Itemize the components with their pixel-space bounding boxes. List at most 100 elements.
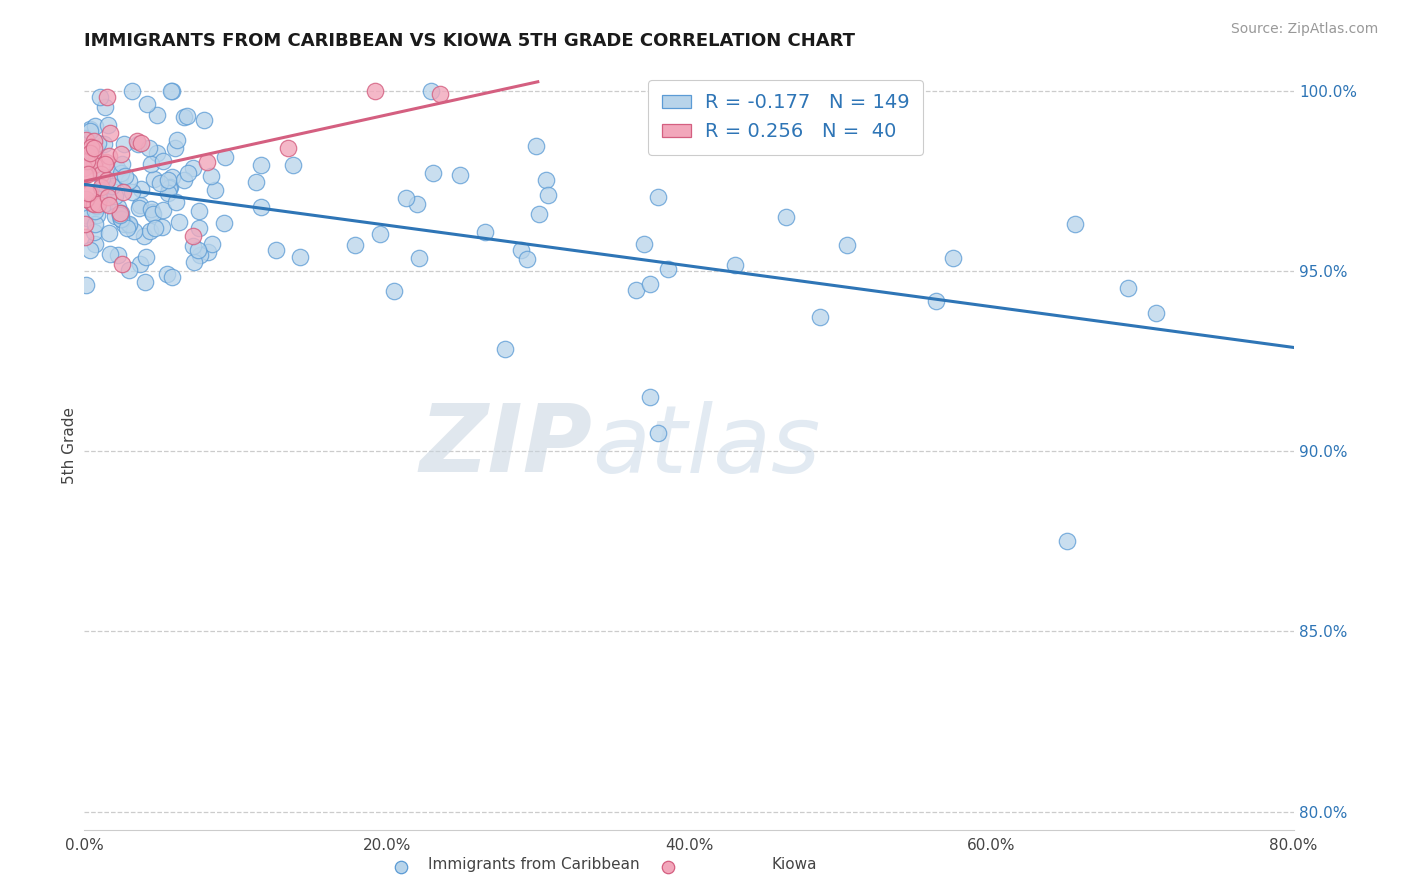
Point [98,226,121,240]
Point [277,141,299,155]
Point [91,177,114,191]
Point [150,220,173,235]
Point [107,248,129,262]
Point [97,119,120,133]
Point [146,107,169,121]
Point [104,209,127,223]
Point [160,270,183,285]
Point [135,97,157,112]
Point [389,860,412,874]
Point [214,150,236,164]
Point [90,180,112,194]
Point [96,154,118,169]
Point [110,166,132,180]
Point [118,174,141,188]
Point [173,173,195,187]
Point [79,244,101,258]
Point [76,154,98,169]
Point [534,173,557,187]
Point [212,216,235,230]
Point [135,251,157,265]
Point [160,170,183,185]
Point [143,220,166,235]
Point [86,141,108,155]
Point [108,170,131,185]
Point [75,133,97,147]
Point [73,217,96,231]
Point [835,238,858,252]
Point [197,245,219,260]
Point [110,205,132,219]
Point [90,167,112,181]
Point [382,284,405,298]
Point [96,173,118,187]
Point [129,136,152,150]
Point [204,183,226,197]
Point [638,277,661,291]
Point [121,84,143,98]
Point [111,257,134,271]
Point [193,112,215,127]
Point [188,203,211,218]
Point [250,200,273,214]
Point [942,251,965,265]
Point [76,211,98,226]
Point [76,186,98,200]
Point [86,196,108,211]
Point [494,342,516,356]
Point [1056,534,1078,549]
Point [245,175,267,189]
Point [195,155,218,169]
Legend: R = -0.177   N = 149, R = 0.256   N =  40: R = -0.177 N = 149, R = 0.256 N = 40 [648,79,922,155]
Point [82,146,104,161]
Point [152,203,174,218]
Point [107,201,129,215]
Point [529,207,551,221]
Point [75,168,97,182]
Point [808,310,831,325]
Point [159,180,181,194]
Point [108,208,131,222]
Point [87,136,110,150]
Point [190,247,212,261]
Point [775,211,797,225]
Point [112,185,135,199]
Point [83,119,105,133]
Point [138,141,160,155]
Point [422,166,444,180]
Point [96,182,118,196]
Point [395,191,418,205]
Point [524,139,547,153]
Point [114,217,136,231]
Point [83,203,105,218]
Point [139,156,162,170]
Point [141,204,163,219]
Point [96,90,118,104]
Point [647,190,669,204]
Point [93,197,115,211]
Text: Source: ZipAtlas.com: Source: ZipAtlas.com [1230,22,1378,37]
Point [146,146,169,161]
Point [79,186,101,201]
Point [84,217,107,231]
Point [657,262,679,277]
Point [429,87,451,102]
Point [1116,281,1139,295]
Point [509,243,531,257]
Point [264,244,287,258]
Point [89,90,111,104]
Point [162,84,184,98]
Point [90,171,112,186]
Point [86,199,108,213]
Point [449,168,471,182]
Point [110,212,132,227]
Point [83,141,105,155]
Point [408,251,430,265]
Point [84,152,107,166]
Point [142,172,165,186]
Point [537,188,560,202]
Point [98,198,121,212]
Point [624,283,647,297]
Point [93,137,115,152]
Point [149,176,172,190]
